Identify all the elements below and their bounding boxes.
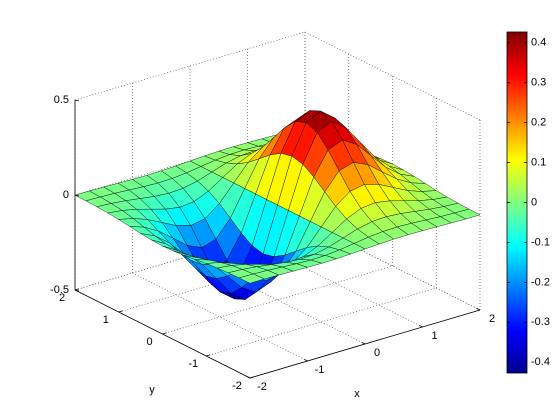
x-tick-label: -1	[315, 364, 325, 376]
x-tick-label: 0	[374, 347, 380, 359]
x-tick-label: -2	[257, 381, 267, 393]
colorbar-tick-label: -0.3	[531, 316, 550, 328]
colorbar-tick-label: 0.3	[531, 77, 546, 89]
colorbar-tick-label: -0.1	[531, 236, 550, 248]
grid-line	[74, 126, 306, 196]
colorbar-tick-label: 0.1	[531, 156, 546, 168]
y-tick-label: -2	[232, 380, 242, 392]
surface-face	[238, 273, 265, 284]
grid-line	[74, 31, 306, 101]
colorbar-ticks: -0.4 -0.3 -0.2 -0.1 0 0.1 0.2 0.3 0.4	[507, 37, 550, 368]
z-tick-mark	[74, 289, 80, 292]
grid-line	[74, 221, 306, 291]
y-tick-mark	[206, 354, 211, 357]
y-tick-label: -1	[188, 358, 198, 370]
y-tick-label: 0	[146, 336, 152, 348]
y-tick-mark	[249, 376, 255, 379]
y-tick-mark	[118, 310, 123, 313]
x-tick-label: 1	[431, 330, 437, 342]
y-tick-label: 2	[59, 292, 65, 304]
colorbar-tick-label: 0	[531, 196, 537, 208]
grid-line	[118, 243, 349, 313]
x-tick-mark	[361, 342, 366, 345]
y-tick-mark	[162, 332, 167, 335]
x-tick-mark	[304, 359, 308, 362]
colorbar-tick-label: -0.4	[531, 356, 550, 368]
x-tick-label: 2	[489, 313, 495, 325]
y-tick-label: 1	[103, 314, 109, 326]
grid-line	[206, 287, 437, 357]
z-tick-mark	[74, 194, 80, 197]
y-axis-label: y	[149, 384, 155, 396]
colorbar-tick-label: 0.2	[531, 117, 546, 129]
x-tick-mark	[476, 308, 481, 311]
grid-line	[162, 265, 393, 335]
x-tick-mark	[246, 376, 251, 379]
z-tick-label: 0.5	[54, 94, 69, 106]
z-tick-mark	[74, 99, 80, 102]
surface	[74, 110, 481, 300]
z-tick-label: -0.5	[50, 284, 69, 296]
x-tick-mark	[419, 325, 423, 328]
colorbar-tick-label: -0.2	[531, 276, 550, 288]
x-axis-label: x	[354, 388, 360, 400]
z-tick-label: 0	[63, 189, 69, 201]
colorbar-tick-label: 0.4	[531, 37, 546, 49]
